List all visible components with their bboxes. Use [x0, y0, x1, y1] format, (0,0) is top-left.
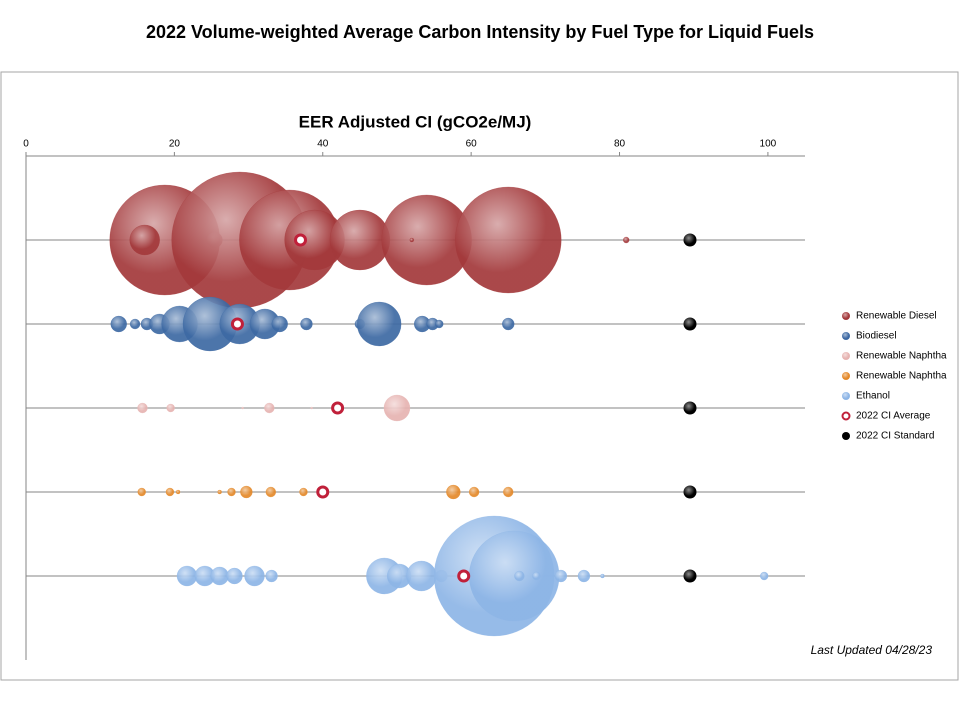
bubble: [176, 565, 198, 587]
legend-label: Renewable Naphtha: [856, 351, 947, 362]
bubble: [175, 489, 181, 495]
bubble: [446, 484, 461, 500]
bubble: [383, 394, 411, 422]
x-tick-label: 100: [760, 139, 777, 150]
bubble: [310, 406, 313, 410]
average-marker: [316, 485, 330, 499]
legend-marker: [842, 332, 850, 340]
bubble: [329, 209, 391, 271]
average-marker: [294, 233, 308, 247]
x-tick-label: 0: [23, 139, 29, 150]
bubble: [129, 318, 141, 330]
bubble: [759, 571, 769, 581]
chart-title: 2022 Volume-weighted Average Carbon Inte…: [146, 22, 814, 42]
legend-label: 2022 CI Average: [856, 411, 931, 422]
note: Last Updated 04/28/23: [811, 643, 933, 657]
bubble: [300, 317, 313, 331]
standard-marker: [683, 401, 697, 415]
bubble: [406, 560, 437, 592]
bubble: [271, 315, 288, 333]
legend-marker: [841, 411, 851, 421]
bubble: [600, 573, 605, 579]
bubble: [165, 487, 175, 497]
bubble: [217, 489, 222, 495]
bubble: [137, 487, 146, 497]
bubble: [434, 319, 444, 329]
bubble: [454, 186, 562, 294]
bubble: [265, 569, 278, 583]
bubble: [502, 486, 514, 498]
average-marker: [331, 401, 345, 415]
bubble: [137, 402, 148, 414]
bubble: [501, 317, 515, 331]
x-tick-label: 40: [317, 139, 329, 150]
bubble: [622, 236, 630, 244]
bubble: [265, 486, 277, 498]
bubble: [532, 571, 541, 581]
x-axis-title: EER Adjusted CI (gCO2e/MJ): [299, 112, 532, 131]
standard-marker: [683, 317, 697, 331]
legend-label: Ethanol: [856, 391, 890, 402]
legend-marker: [842, 392, 850, 400]
bubble: [244, 565, 265, 587]
bubble: [227, 487, 236, 497]
bubble: [409, 237, 415, 243]
bubble: [577, 569, 591, 583]
bubble: [514, 570, 525, 582]
bubble: [240, 485, 253, 499]
bubble: [226, 567, 243, 585]
legend-marker: [842, 372, 850, 380]
legend-label: Renewable Naphtha: [856, 371, 947, 382]
x-tick-label: 80: [614, 139, 626, 150]
x-tick-label: 60: [466, 139, 478, 150]
legend-marker: [842, 352, 850, 360]
bubble: [129, 224, 160, 256]
legend-label: 2022 CI Standard: [856, 431, 934, 442]
standard-marker: [683, 233, 697, 247]
bubble: [110, 315, 127, 333]
bubble: [210, 566, 229, 586]
average-marker: [230, 317, 244, 331]
average-marker: [457, 569, 471, 583]
bubble: [356, 301, 402, 347]
bubble: [554, 569, 568, 583]
standard-marker: [683, 569, 697, 583]
x-tick-label: 20: [169, 139, 181, 150]
legend-label: Biodiesel: [856, 331, 897, 342]
bubble: [241, 406, 244, 410]
bubble: [468, 486, 480, 498]
standard-marker: [683, 485, 697, 499]
bubble: [166, 403, 175, 413]
legend-label: Renewable Diesel: [856, 311, 937, 322]
legend-marker: [842, 432, 850, 440]
bubble: [299, 487, 308, 497]
legend-marker: [842, 312, 850, 320]
bubble: [264, 402, 275, 414]
